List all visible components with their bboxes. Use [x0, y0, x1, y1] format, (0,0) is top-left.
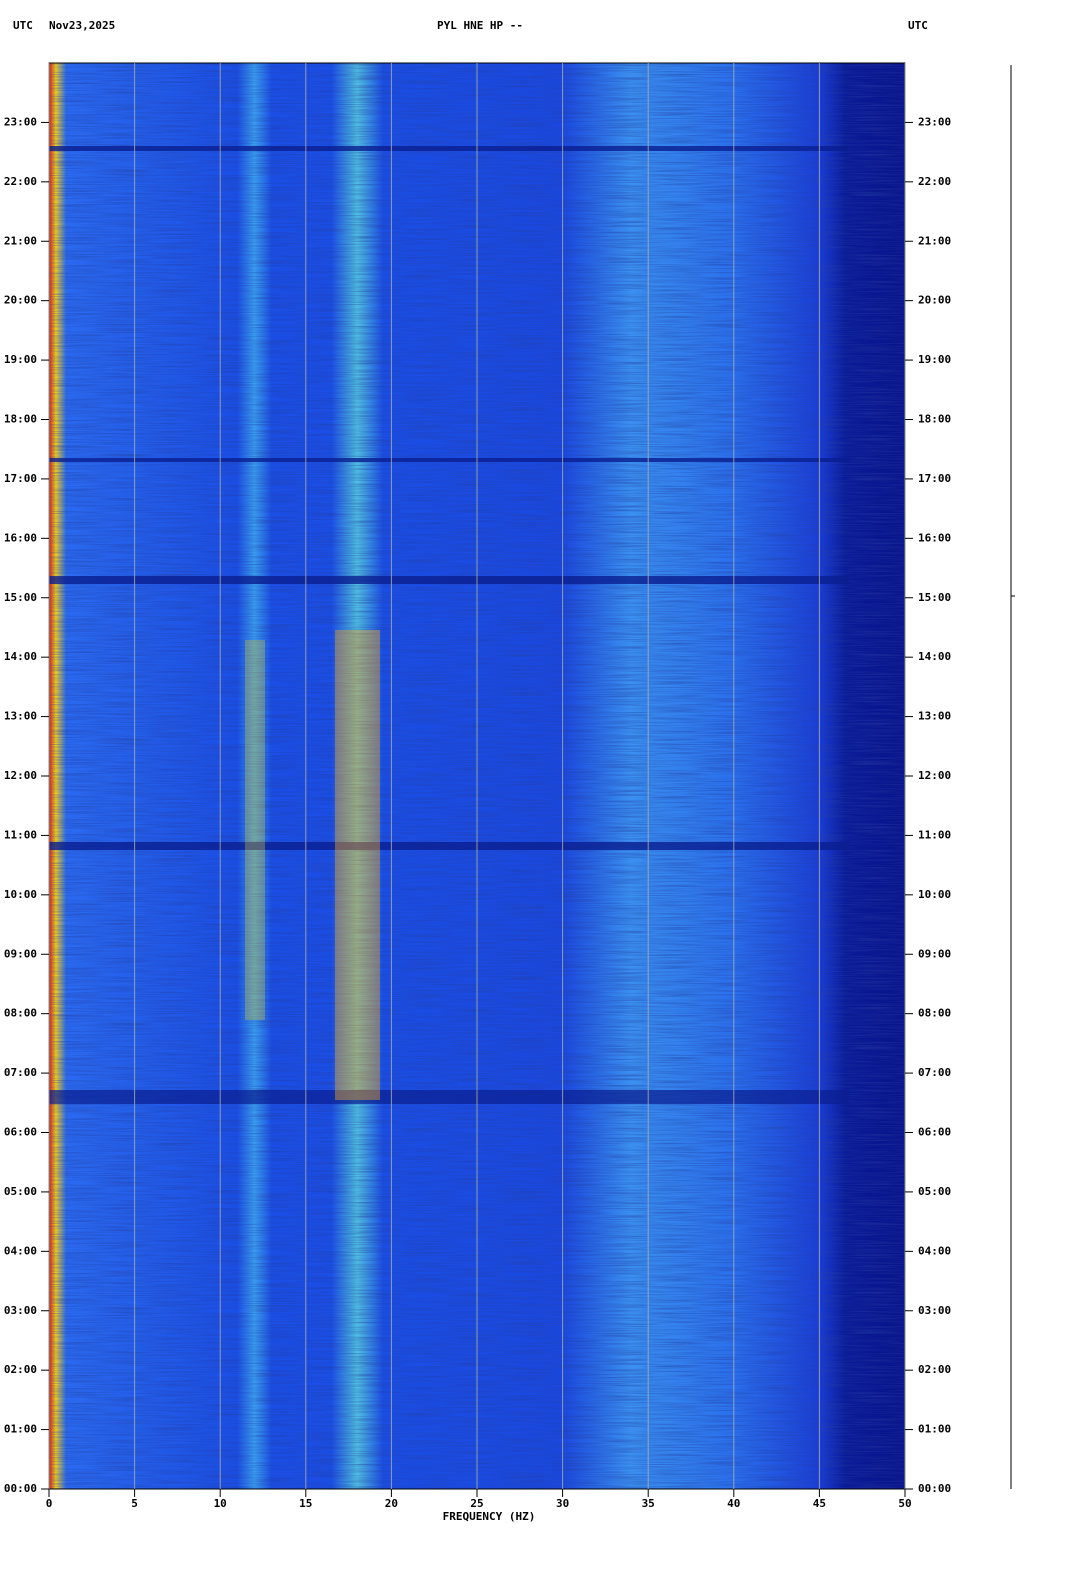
y-tick-label-right: 05:00 — [918, 1185, 951, 1198]
y-tick-label-left: 14:00 — [4, 650, 37, 663]
y-tick-label-right: 06:00 — [918, 1126, 951, 1139]
y-tick-label-right: 03:00 — [918, 1304, 951, 1317]
y-tick-label-right: 08:00 — [918, 1007, 951, 1020]
x-tick-label: 35 — [642, 1497, 655, 1510]
x-tick-label: 25 — [470, 1497, 483, 1510]
right-utc: UTC — [908, 19, 928, 32]
y-tick-label-right: 19:00 — [918, 353, 951, 366]
y-tick-label-left: 02:00 — [4, 1363, 37, 1376]
x-tick-label: 0 — [46, 1497, 53, 1510]
y-tick-label-right: 21:00 — [918, 234, 951, 247]
y-tick-label-right: 23:00 — [918, 115, 951, 128]
y-tick-label-left: 01:00 — [4, 1423, 37, 1436]
x-tick-label: 40 — [727, 1497, 740, 1510]
date: Nov23,2025 — [49, 19, 115, 32]
x-tick-label: 45 — [813, 1497, 826, 1510]
y-tick-label-left: 12:00 — [4, 769, 37, 782]
y-tick-label-left: 06:00 — [4, 1126, 37, 1139]
left-utc: UTC — [13, 19, 33, 32]
y-tick-label-right: 10:00 — [918, 888, 951, 901]
chart-title: PYL HNE HP -- — [437, 19, 523, 32]
y-tick-label-right: 13:00 — [918, 710, 951, 723]
y-tick-label-right: 12:00 — [918, 769, 951, 782]
y-tick-label-right: 14:00 — [918, 650, 951, 663]
y-tick-label-right: 11:00 — [918, 828, 951, 841]
y-tick-label-left: 16:00 — [4, 531, 37, 544]
y-tick-label-left: 13:00 — [4, 710, 37, 723]
y-tick-label-right: 09:00 — [918, 947, 951, 960]
x-tick-label: 30 — [556, 1497, 569, 1510]
x-tick-label: 20 — [385, 1497, 398, 1510]
y-tick-label-right: 20:00 — [918, 294, 951, 307]
y-tick-label-left: 00:00 — [4, 1482, 37, 1495]
y-tick-label-left: 03:00 — [4, 1304, 37, 1317]
y-tick-label-left: 19:00 — [4, 353, 37, 366]
y-tick-label-right: 17:00 — [918, 472, 951, 485]
y-tick-label-left: 21:00 — [4, 234, 37, 247]
y-tick-label-right: 18:00 — [918, 413, 951, 426]
y-tick-label-right: 16:00 — [918, 531, 951, 544]
y-tick-label-left: 23:00 — [4, 115, 37, 128]
y-tick-label-left: 05:00 — [4, 1185, 37, 1198]
y-tick-label-right: 07:00 — [918, 1066, 951, 1079]
x-tick-label: 5 — [131, 1497, 138, 1510]
y-tick-label-left: 07:00 — [4, 1066, 37, 1079]
y-tick-label-left: 22:00 — [4, 175, 37, 188]
y-tick-label-right: 15:00 — [918, 591, 951, 604]
y-tick-label-left: 09:00 — [4, 947, 37, 960]
y-tick-label-left: 15:00 — [4, 591, 37, 604]
y-tick-label-left: 18:00 — [4, 413, 37, 426]
y-tick-label-right: 04:00 — [918, 1244, 951, 1257]
x-tick-label: 10 — [214, 1497, 227, 1510]
y-tick-label-left: 20:00 — [4, 294, 37, 307]
x-tick-label: 50 — [898, 1497, 911, 1510]
y-tick-label-left: 08:00 — [4, 1007, 37, 1020]
y-tick-label-left: 11:00 — [4, 828, 37, 841]
x-tick-label: 15 — [299, 1497, 312, 1510]
y-tick-label-left: 17:00 — [4, 472, 37, 485]
y-tick-label-right: 00:00 — [918, 1482, 951, 1495]
y-tick-label-left: 04:00 — [4, 1244, 37, 1257]
x-axis-label: FREQUENCY (HZ) — [443, 1510, 536, 1523]
y-tick-label-left: 10:00 — [4, 888, 37, 901]
y-tick-label-right: 22:00 — [918, 175, 951, 188]
y-tick-label-right: 01:00 — [918, 1423, 951, 1436]
y-tick-label-right: 02:00 — [918, 1363, 951, 1376]
